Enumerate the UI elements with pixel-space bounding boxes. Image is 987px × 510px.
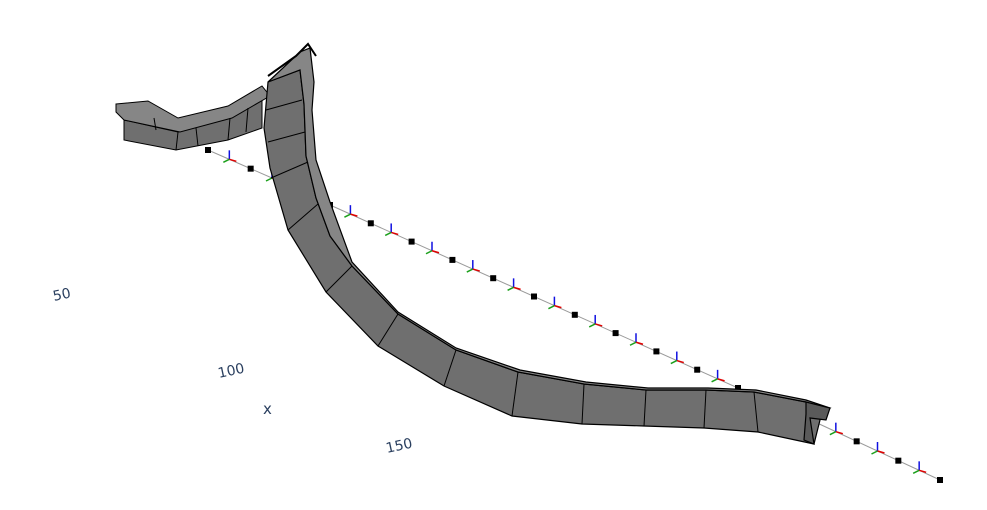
mesh-face-band-top	[267, 47, 832, 413]
triad-y-axis	[629, 341, 637, 346]
triad-x-axis	[835, 430, 844, 435]
triad-x-axis	[431, 250, 440, 254]
beam-node-marker	[612, 330, 619, 337]
mesh-edge	[153, 117, 157, 131]
beam-node-marker	[247, 165, 254, 172]
triad-x-axis	[350, 213, 358, 217]
beam-node-marker	[895, 457, 902, 464]
triad-x-axis	[472, 268, 481, 272]
triad-y-axis	[344, 213, 351, 218]
beam-node-marker	[937, 477, 943, 483]
mesh-end-cap	[803, 401, 831, 445]
triad-x-axis	[554, 304, 562, 309]
beam-node-marker	[653, 348, 660, 355]
triad-y-axis	[912, 469, 920, 475]
mesh-edge-rim	[267, 42, 317, 77]
x-tick-label-50: 50	[52, 286, 73, 305]
x-axis-title: x	[263, 400, 272, 418]
triad-y-axis	[466, 268, 474, 273]
triad-y-axis	[871, 450, 878, 455]
beam-node-marker	[449, 256, 456, 263]
beam-node-marker	[367, 220, 374, 227]
triad-y-axis	[384, 231, 392, 237]
mesh-edge	[245, 107, 249, 133]
triad-y-axis	[588, 323, 596, 328]
triad-x-axis	[229, 158, 237, 163]
triad-x-axis	[594, 323, 603, 327]
x-tick-label-100: 100	[217, 361, 246, 382]
x-tick-label-150: 150	[385, 436, 414, 457]
mesh-edge	[195, 127, 199, 147]
mesh-edge	[227, 117, 231, 141]
beam-line-upper	[207, 149, 273, 179]
triad-y-axis	[711, 378, 718, 383]
beam-node-marker	[694, 366, 701, 373]
triad-y-axis	[829, 430, 837, 436]
beam-node-marker	[490, 275, 497, 282]
mesh-divisions	[265, 99, 759, 433]
beam-node-marker	[853, 438, 860, 445]
triad-x-axis	[717, 378, 725, 382]
triad-y-axis	[548, 304, 555, 310]
triad-y-axis	[425, 250, 433, 255]
deformed-mesh	[115, 42, 832, 445]
triad-y-axis	[507, 286, 514, 292]
beam-node-marker	[205, 147, 211, 153]
triad-x-axis	[390, 231, 399, 236]
triad-x-axis	[877, 450, 885, 454]
beam-node-marker	[571, 311, 578, 318]
x-axis: 50 100 150 x	[52, 286, 414, 457]
beam-node-marker	[531, 293, 537, 300]
triad-x-axis	[513, 286, 521, 291]
triad-x-axis	[918, 469, 927, 474]
beam-node-marker	[735, 385, 741, 391]
mesh-edge	[175, 131, 179, 151]
triad-x-axis	[676, 359, 685, 364]
triad-y-axis	[265, 177, 273, 182]
triad-x-axis	[635, 341, 644, 345]
triad-y-axis	[670, 359, 678, 365]
triad-y-axis	[222, 158, 230, 164]
beam-node-marker	[408, 238, 415, 245]
